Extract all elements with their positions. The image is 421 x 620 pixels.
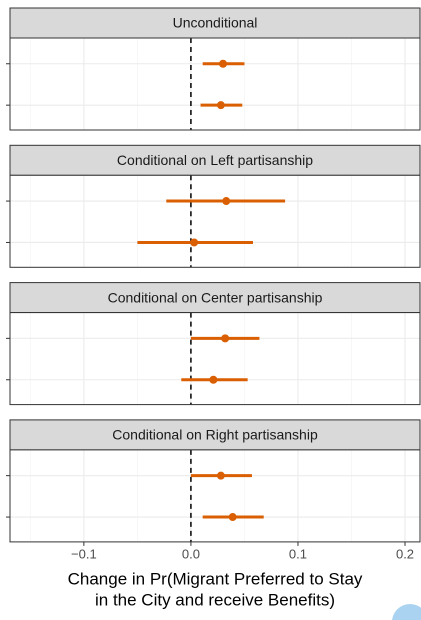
panel — [10, 449, 420, 542]
point — [190, 238, 199, 247]
panel-title: Conditional on Right partisanship — [112, 427, 318, 443]
decoration — [392, 604, 421, 620]
panel — [10, 312, 420, 405]
panel-border — [9, 37, 421, 131]
x-tick-label: −0.1 — [71, 546, 97, 561]
x-tick-label: 0.1 — [289, 546, 307, 561]
panel — [10, 175, 420, 268]
point — [216, 471, 225, 480]
panel-border — [9, 449, 421, 543]
point — [221, 334, 230, 343]
panel-border — [9, 174, 421, 268]
strip — [9, 419, 421, 451]
x-tick-label: 0.2 — [396, 546, 414, 561]
point — [219, 59, 228, 68]
point — [228, 513, 237, 522]
panel-title: Conditional on Center partisanship — [108, 289, 323, 305]
x-axis-label: in the City and receive Benefits) — [95, 590, 335, 609]
point — [209, 375, 218, 384]
strip — [9, 7, 421, 39]
panel-title: Conditional on Left partisanship — [117, 152, 313, 168]
panel-border — [9, 312, 421, 406]
x-tick-label: 0.0 — [182, 546, 200, 561]
panel-title: Unconditional — [173, 15, 258, 31]
point — [222, 197, 231, 206]
panel — [10, 38, 420, 130]
x-axis-label: Change in Pr(Migrant Preferred to Stay — [68, 569, 363, 588]
point — [216, 101, 225, 110]
